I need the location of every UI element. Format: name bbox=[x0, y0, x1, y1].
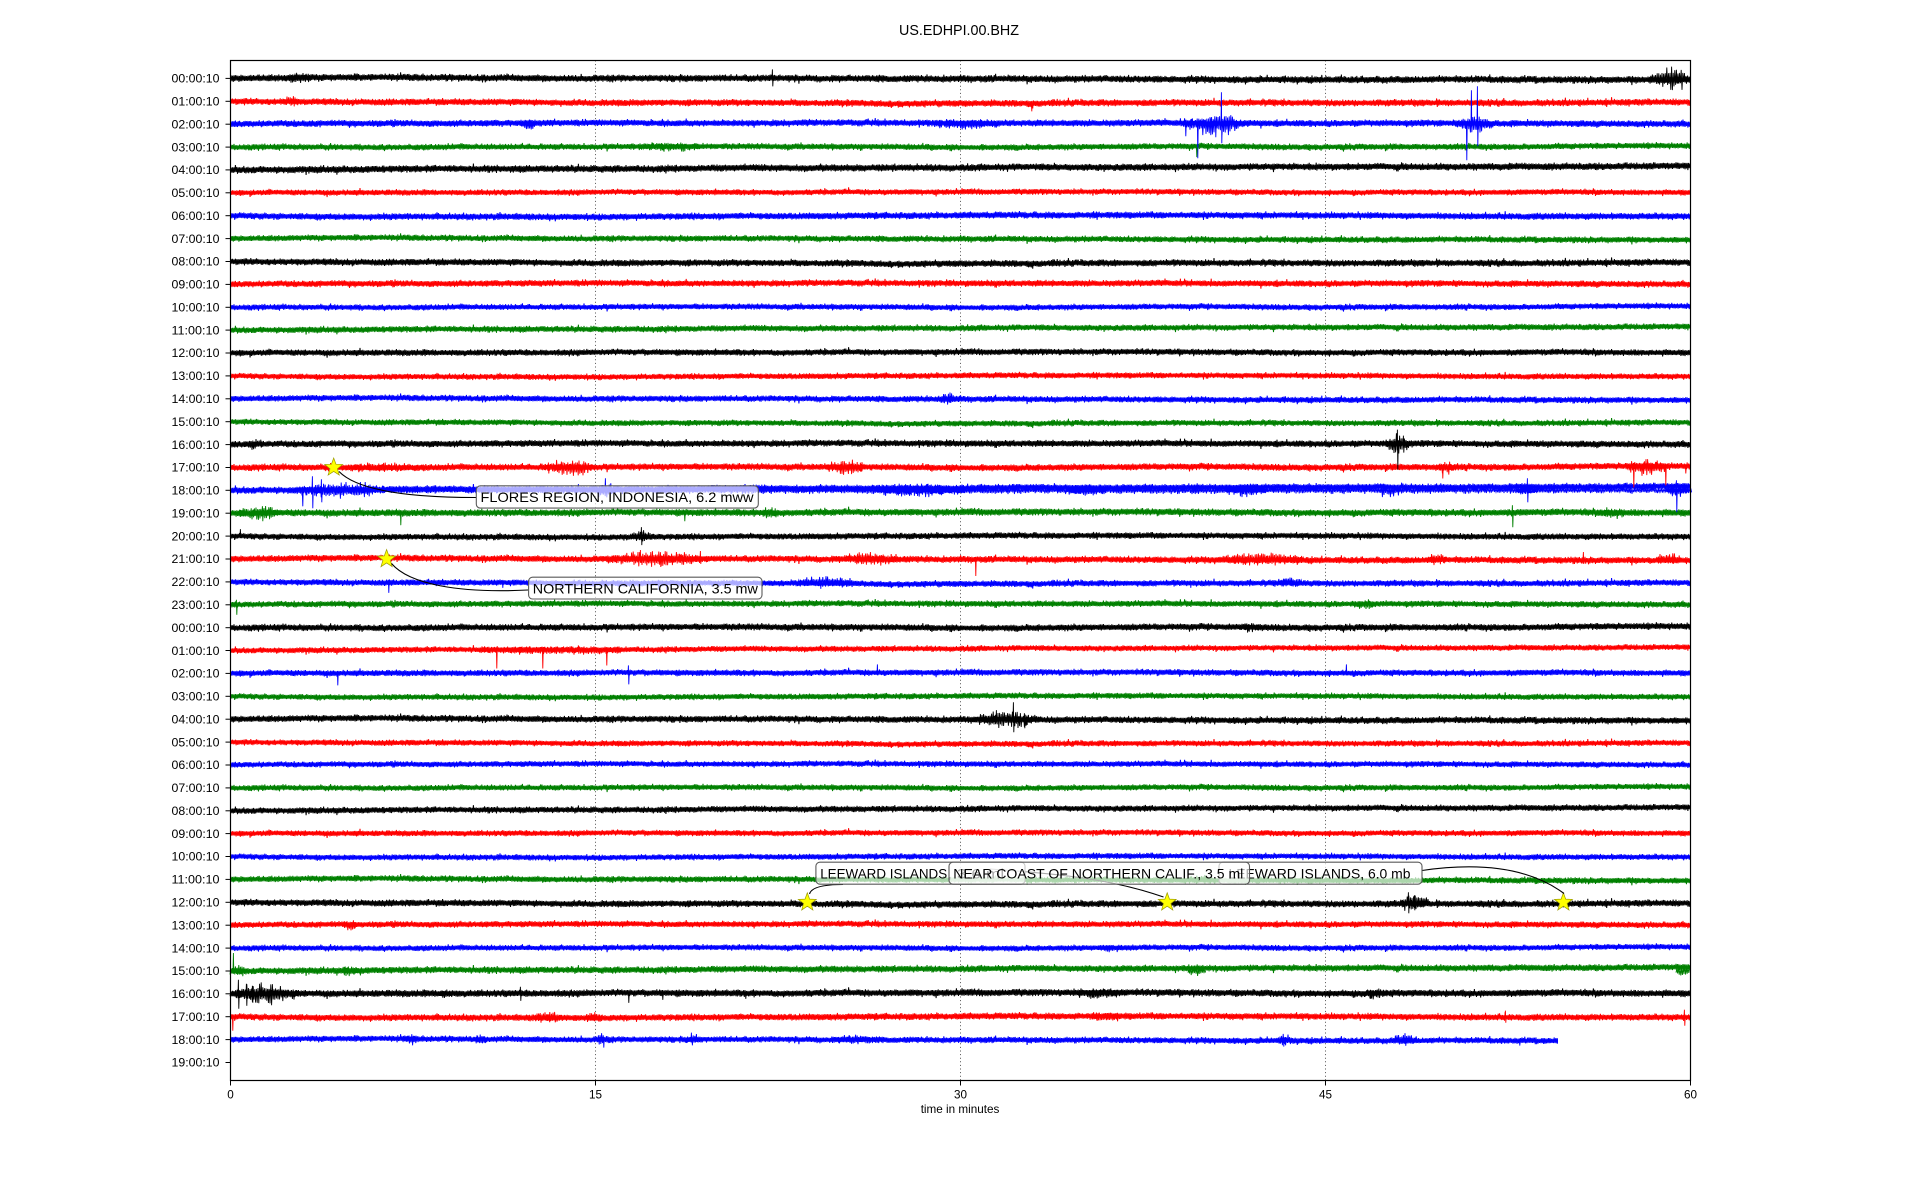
svg-text:LEEWARD ISLANDS: LEEWARD ISLANDS bbox=[820, 865, 947, 881]
svg-text:13:00:10: 13:00:10 bbox=[172, 370, 221, 383]
svg-text:20:00:10: 20:00:10 bbox=[172, 530, 221, 543]
svg-text:30: 30 bbox=[954, 1088, 968, 1101]
svg-text:14:00:10: 14:00:10 bbox=[172, 393, 221, 406]
svg-text:04:00:10: 04:00:10 bbox=[172, 164, 221, 177]
svg-text:21:00:10: 21:00:10 bbox=[172, 553, 221, 566]
svg-text:15:00:10: 15:00:10 bbox=[172, 965, 221, 978]
svg-text:00:00:10: 00:00:10 bbox=[172, 73, 221, 86]
svg-text:02:00:10: 02:00:10 bbox=[172, 118, 221, 131]
svg-text:15:00:10: 15:00:10 bbox=[172, 416, 221, 429]
svg-text:15: 15 bbox=[589, 1088, 603, 1101]
svg-text:18:00:10: 18:00:10 bbox=[172, 485, 221, 498]
svg-text:12:00:10: 12:00:10 bbox=[172, 897, 221, 910]
svg-text:NEAR COAST OF NORTHERN CALIF.,: NEAR COAST OF NORTHERN CALIF., 3.5 ml bbox=[953, 865, 1243, 881]
svg-text:11:00:10: 11:00:10 bbox=[172, 874, 221, 887]
svg-text:19:00:10: 19:00:10 bbox=[172, 507, 221, 520]
svg-text:06:00:10: 06:00:10 bbox=[172, 210, 221, 223]
svg-text:04:00:10: 04:00:10 bbox=[172, 713, 221, 726]
svg-text:16:00:10: 16:00:10 bbox=[172, 439, 221, 452]
svg-text:16:00:10: 16:00:10 bbox=[172, 988, 221, 1001]
svg-text:07:00:10: 07:00:10 bbox=[172, 233, 221, 246]
svg-text:01:00:10: 01:00:10 bbox=[172, 645, 221, 658]
svg-text:01:00:10: 01:00:10 bbox=[172, 96, 221, 109]
svg-text:08:00:10: 08:00:10 bbox=[172, 256, 221, 269]
svg-text:06:00:10: 06:00:10 bbox=[172, 759, 221, 772]
svg-text:00:00:10: 00:00:10 bbox=[172, 622, 221, 635]
svg-text:10:00:10: 10:00:10 bbox=[172, 302, 221, 315]
svg-text:18:00:10: 18:00:10 bbox=[172, 1034, 221, 1047]
svg-text:03:00:10: 03:00:10 bbox=[172, 141, 221, 154]
svg-text:02:00:10: 02:00:10 bbox=[172, 668, 221, 681]
svg-text:time in minutes: time in minutes bbox=[921, 1103, 1000, 1116]
svg-text:03:00:10: 03:00:10 bbox=[172, 691, 221, 704]
svg-text:09:00:10: 09:00:10 bbox=[172, 279, 221, 292]
svg-text:05:00:10: 05:00:10 bbox=[172, 736, 221, 749]
svg-text:07:00:10: 07:00:10 bbox=[172, 782, 221, 795]
svg-text:09:00:10: 09:00:10 bbox=[172, 828, 221, 841]
svg-text:0: 0 bbox=[227, 1088, 234, 1101]
svg-text:FLORES REGION, INDONESIA, 6.2: FLORES REGION, INDONESIA, 6.2 mww bbox=[481, 489, 755, 505]
svg-text:12:00:10: 12:00:10 bbox=[172, 347, 221, 360]
svg-text:NORTHERN CALIFORNIA, 3.5 mw: NORTHERN CALIFORNIA, 3.5 mw bbox=[533, 580, 759, 596]
svg-text:LEEWARD ISLANDS, 6.0 mb: LEEWARD ISLANDS, 6.0 mb bbox=[1229, 865, 1411, 881]
svg-text:60: 60 bbox=[1684, 1088, 1698, 1101]
svg-text:13:00:10: 13:00:10 bbox=[172, 919, 221, 932]
svg-text:19:00:10: 19:00:10 bbox=[172, 1057, 221, 1070]
svg-text:11:00:10: 11:00:10 bbox=[172, 324, 221, 337]
svg-text:22:00:10: 22:00:10 bbox=[172, 576, 221, 589]
svg-text:14:00:10: 14:00:10 bbox=[172, 942, 221, 955]
svg-text:US.EDHPI.00.BHZ: US.EDHPI.00.BHZ bbox=[899, 23, 1019, 39]
svg-text:05:00:10: 05:00:10 bbox=[172, 187, 221, 200]
svg-text:17:00:10: 17:00:10 bbox=[172, 462, 221, 475]
svg-text:45: 45 bbox=[1319, 1088, 1333, 1101]
svg-text:17:00:10: 17:00:10 bbox=[172, 1011, 221, 1024]
svg-text:08:00:10: 08:00:10 bbox=[172, 805, 221, 818]
svg-text:23:00:10: 23:00:10 bbox=[172, 599, 221, 612]
svg-text:10:00:10: 10:00:10 bbox=[172, 851, 221, 864]
